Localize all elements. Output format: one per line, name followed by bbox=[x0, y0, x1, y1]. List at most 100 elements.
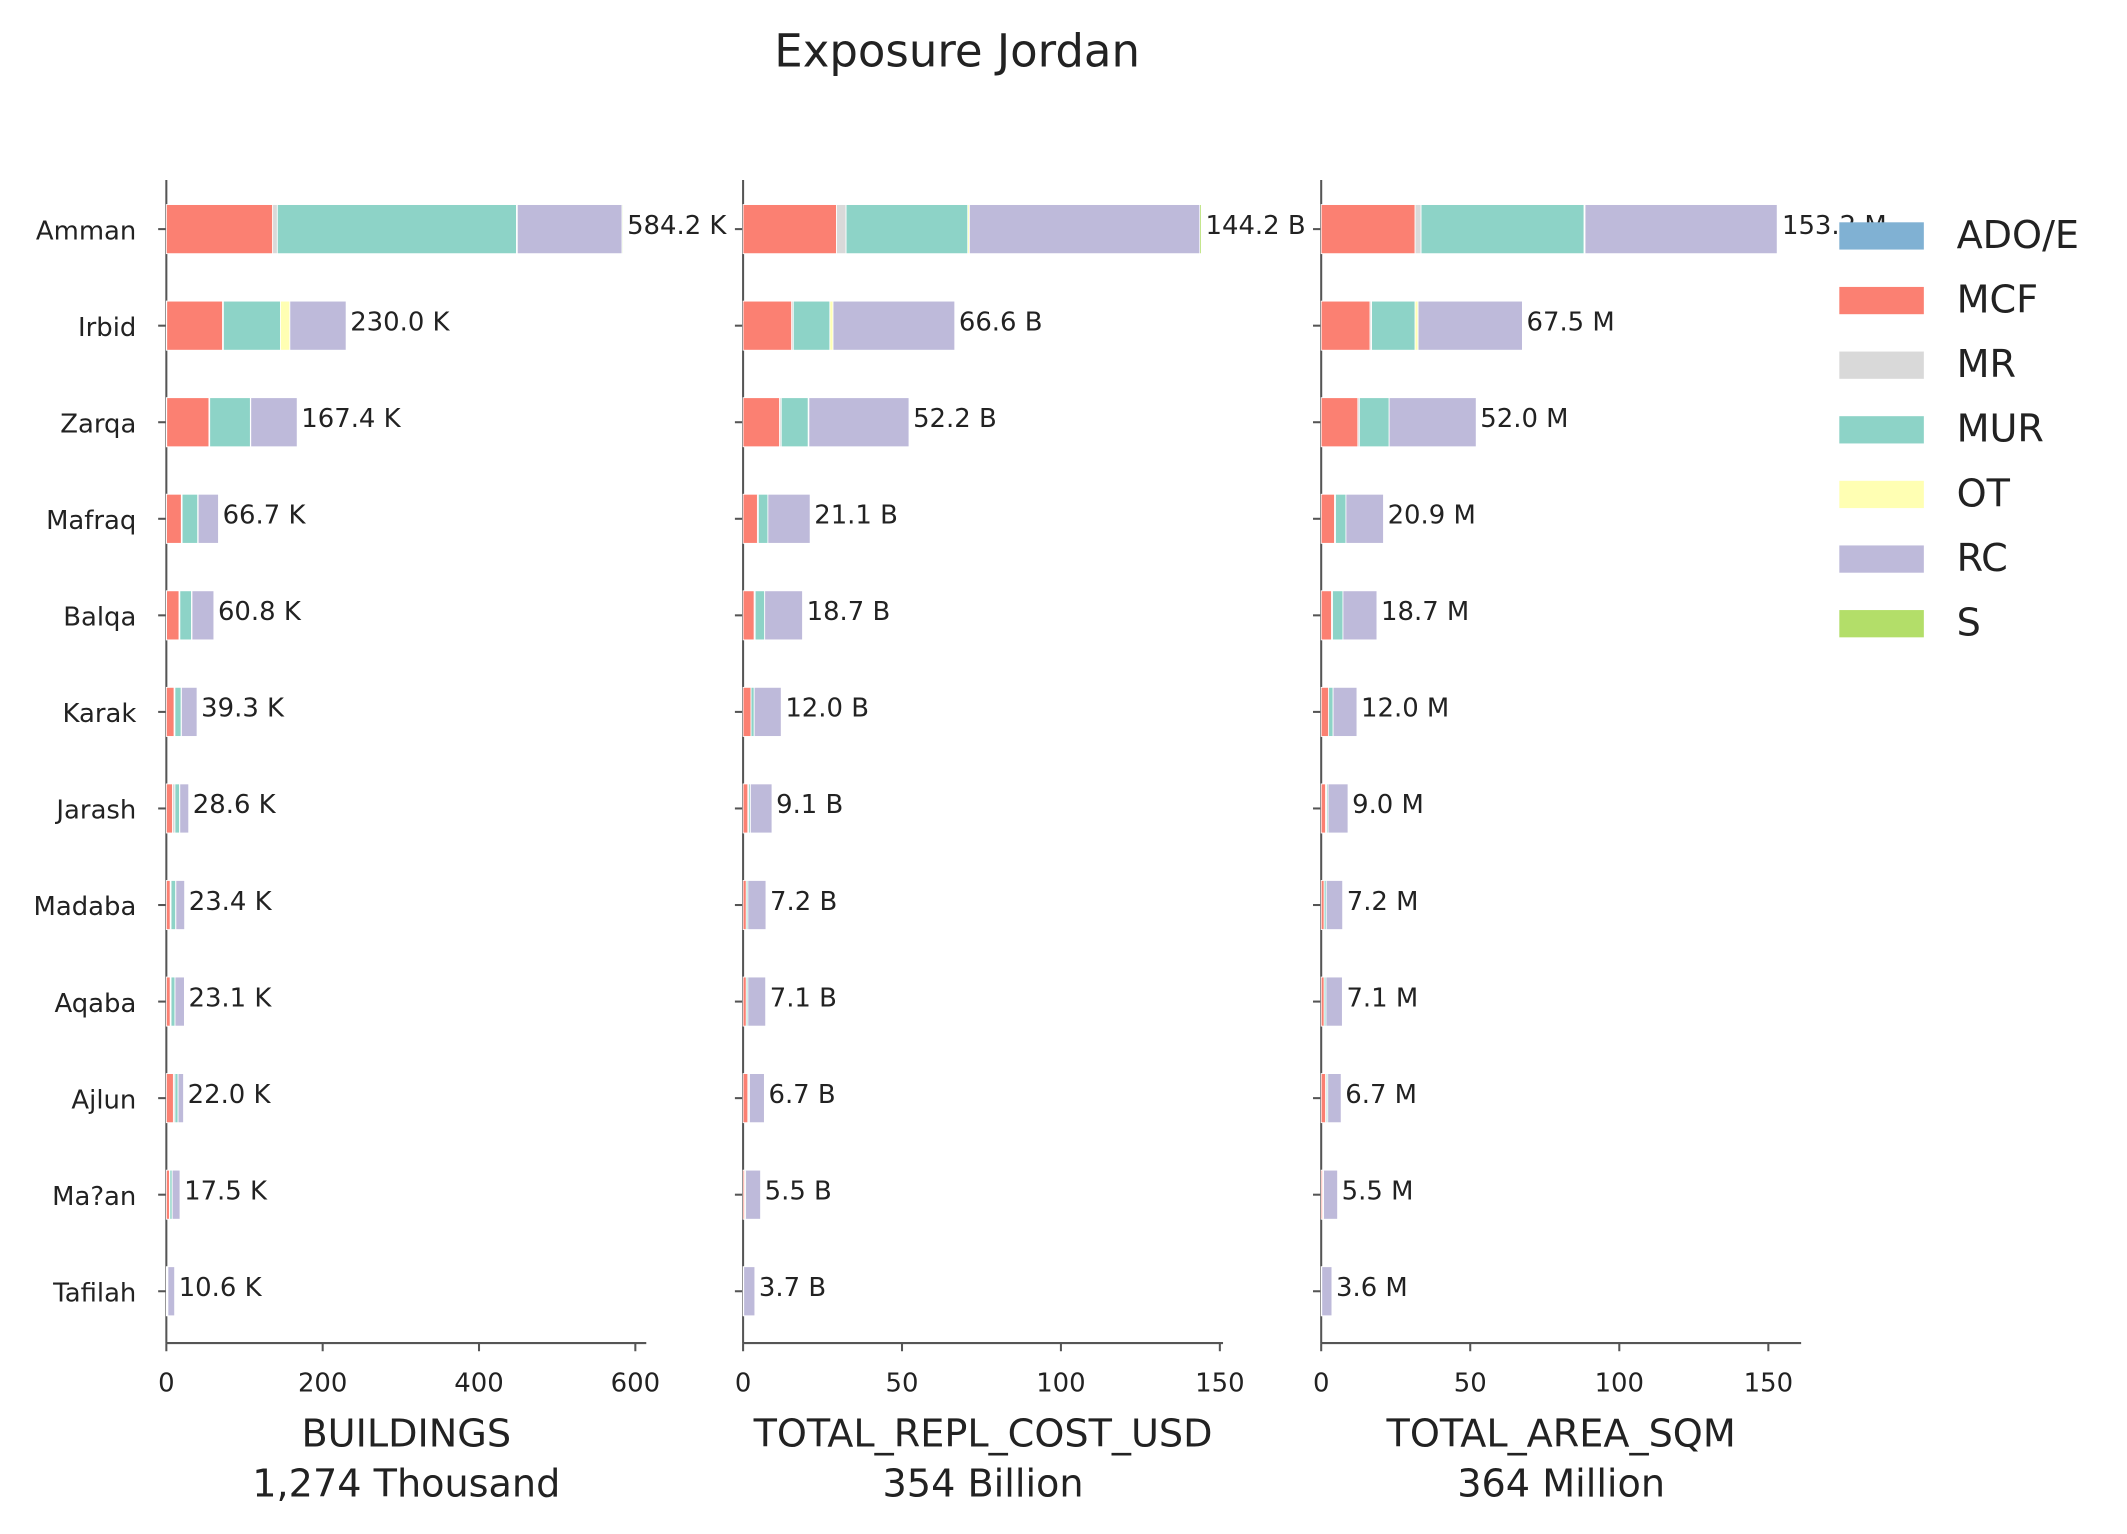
bar-segment bbox=[749, 1073, 765, 1124]
bar-segment bbox=[1388, 397, 1477, 448]
bar-segment bbox=[166, 590, 180, 641]
total-label: 7.2 M bbox=[1347, 887, 1419, 917]
bar-segment bbox=[1342, 590, 1378, 641]
x-tick-label: 100 bbox=[1036, 1368, 1085, 1398]
bar-segment bbox=[276, 204, 517, 255]
y-tick-label: Mafraq bbox=[46, 506, 136, 536]
legend-swatch bbox=[1839, 610, 1924, 638]
total-label: 144.2 B bbox=[1206, 211, 1306, 241]
bar-segment bbox=[1320, 300, 1371, 351]
y-tick-label: Irbid bbox=[78, 313, 136, 343]
legend-swatch bbox=[1839, 286, 1924, 315]
bar-segment bbox=[1414, 204, 1422, 255]
bar-segment bbox=[197, 493, 219, 544]
total-label: 18.7 B bbox=[807, 597, 891, 627]
total-label: 7.2 B bbox=[770, 887, 837, 917]
x-axis-label: TOTAL_REPL_COST_USD bbox=[753, 1412, 1213, 1456]
x-tick-label: 400 bbox=[454, 1368, 503, 1398]
bar-segment bbox=[1327, 783, 1349, 834]
chart-title: Exposure Jordan bbox=[774, 25, 1140, 78]
bar-segment bbox=[621, 204, 624, 255]
bar-segment bbox=[165, 1169, 170, 1220]
total-label: 67.5 M bbox=[1527, 307, 1615, 337]
bar-segment bbox=[742, 783, 749, 834]
y-tick-label: Balqa bbox=[63, 603, 136, 633]
x-tick-label: 0 bbox=[158, 1368, 174, 1398]
bar-segment bbox=[845, 204, 969, 255]
bar-segment bbox=[1328, 686, 1334, 737]
bar-segment bbox=[165, 880, 171, 930]
bar-segment bbox=[191, 590, 215, 641]
bar-segment bbox=[764, 590, 803, 641]
bar-segment bbox=[165, 686, 175, 737]
x-axis-label: TOTAL_AREA_SQM bbox=[1386, 1412, 1736, 1456]
bar-segment bbox=[165, 783, 174, 834]
total-label: 23.4 K bbox=[189, 887, 273, 917]
bar-segment bbox=[1320, 1073, 1327, 1124]
bar-segment bbox=[1320, 493, 1336, 544]
bar-segment bbox=[1320, 976, 1325, 1027]
bar-segment bbox=[1371, 300, 1416, 351]
bar-segment bbox=[166, 397, 210, 448]
x-tick-label: 0 bbox=[735, 1368, 751, 1398]
bar-segment bbox=[179, 783, 190, 834]
bar-segment bbox=[968, 204, 1201, 255]
bar-segment bbox=[165, 976, 171, 1027]
total-label: 39.3 K bbox=[201, 694, 285, 724]
y-tick-label: Aqaba bbox=[54, 989, 136, 1019]
total-label: 60.8 K bbox=[218, 597, 302, 627]
bar-segment bbox=[829, 300, 834, 351]
total-label: 21.1 B bbox=[814, 501, 898, 531]
bar-segment bbox=[767, 493, 811, 544]
bar-segment bbox=[753, 686, 782, 737]
bar-segment bbox=[171, 1169, 181, 1220]
bar-segment bbox=[1417, 300, 1523, 351]
bar-segment bbox=[1320, 880, 1325, 930]
bar-segment bbox=[754, 590, 766, 641]
bar-segment bbox=[1327, 1073, 1342, 1124]
x-tick-label: 0 bbox=[1313, 1368, 1329, 1398]
bar-segment bbox=[165, 1073, 174, 1124]
bar-segment bbox=[742, 686, 752, 737]
bar-segment bbox=[1320, 204, 1416, 255]
bar-segment bbox=[289, 300, 347, 351]
bar-segment bbox=[743, 1266, 756, 1317]
bar-segment bbox=[179, 590, 192, 641]
bar-segment bbox=[742, 493, 758, 544]
x-axis-note: 364 Million bbox=[1457, 1463, 1665, 1507]
bar-segment bbox=[166, 493, 182, 544]
bar-segment bbox=[792, 300, 831, 351]
bar-segment bbox=[780, 397, 809, 448]
bar-segment bbox=[747, 976, 767, 1027]
y-tick-label: Amman bbox=[36, 216, 136, 246]
total-label: 12.0 M bbox=[1361, 694, 1449, 724]
bar-segment bbox=[1358, 397, 1390, 448]
bar-segment bbox=[175, 880, 186, 930]
total-label: 230.0 K bbox=[350, 307, 450, 337]
legend-label: S bbox=[1957, 602, 1981, 646]
y-tick-label: Ma?an bbox=[52, 1182, 136, 1212]
bar-segment bbox=[222, 300, 281, 351]
bar-segment bbox=[170, 976, 176, 1027]
total-label: 20.9 M bbox=[1388, 501, 1476, 531]
y-tick-label: Jarash bbox=[54, 796, 136, 826]
total-label: 23.1 K bbox=[188, 983, 272, 1013]
bar-segment bbox=[750, 686, 755, 737]
legend-label: MCF bbox=[1957, 278, 2039, 322]
x-axis-note: 354 Billion bbox=[883, 1463, 1084, 1507]
legend-swatch bbox=[1839, 416, 1924, 444]
total-label: 66.6 B bbox=[959, 307, 1043, 337]
bar-segment bbox=[1584, 204, 1778, 255]
x-tick-label: 50 bbox=[886, 1368, 919, 1398]
bar-segment bbox=[174, 976, 185, 1027]
total-label: 10.6 K bbox=[179, 1273, 263, 1303]
bar-segment bbox=[1414, 300, 1419, 351]
x-tick-label: 150 bbox=[1744, 1368, 1793, 1398]
total-label: 12.0 B bbox=[785, 694, 869, 724]
x-tick-label: 600 bbox=[611, 1368, 660, 1398]
bar-segment bbox=[1323, 1169, 1338, 1220]
bar-segment bbox=[174, 1073, 179, 1124]
bar-segment bbox=[1325, 976, 1343, 1027]
